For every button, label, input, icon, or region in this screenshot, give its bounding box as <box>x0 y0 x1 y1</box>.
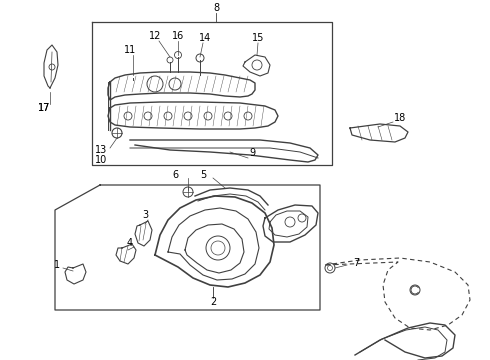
Text: 18: 18 <box>394 113 406 123</box>
Text: 6: 6 <box>172 170 178 180</box>
Text: 16: 16 <box>172 31 184 41</box>
Text: 17: 17 <box>38 103 50 113</box>
Text: 11: 11 <box>124 45 136 55</box>
Text: 9: 9 <box>249 148 255 158</box>
Text: 5: 5 <box>200 170 206 180</box>
Text: 1: 1 <box>54 260 60 270</box>
Text: 17: 17 <box>38 103 50 113</box>
Text: 4: 4 <box>127 238 133 248</box>
Text: 12: 12 <box>149 31 161 41</box>
Text: 15: 15 <box>252 33 264 43</box>
Text: 8: 8 <box>213 3 219 13</box>
Text: 2: 2 <box>210 297 216 307</box>
Text: 3: 3 <box>142 210 148 220</box>
Text: 7: 7 <box>353 258 359 268</box>
Text: 14: 14 <box>199 33 211 43</box>
Text: 13: 13 <box>95 145 107 155</box>
Text: 10: 10 <box>95 155 107 165</box>
